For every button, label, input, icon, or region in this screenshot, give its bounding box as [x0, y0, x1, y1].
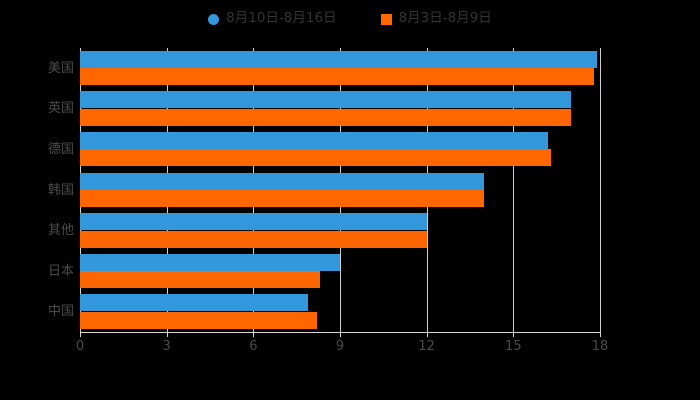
y-axis-tick-label: 英国 — [47, 101, 74, 117]
bar[interactable] — [80, 172, 485, 190]
legend-label: 8月3日-8月9日 — [398, 10, 492, 27]
y-axis-tick-labels: 美国英国德国韩国其他日本中国 — [0, 48, 74, 332]
x-axis-tick-label: 6 — [249, 339, 258, 354]
x-axis-tick-label: 0 — [75, 339, 85, 354]
y-axis-tick-label: 美国 — [47, 60, 74, 76]
x-axis-tick-label: 18 — [591, 339, 609, 354]
y-axis-tick-label: 韩国 — [47, 182, 74, 198]
x-axis-tick-label: 15 — [505, 339, 522, 354]
bar-group — [80, 129, 600, 170]
y-axis-tick-label: 德国 — [47, 141, 74, 157]
bar-group — [80, 251, 600, 292]
gridline — [600, 48, 601, 332]
x-axis-tick-label: 12 — [418, 339, 435, 354]
bar[interactable] — [80, 230, 427, 248]
bar[interactable] — [80, 311, 317, 329]
legend-marker-circle-icon — [208, 13, 220, 25]
legend-entry[interactable]: 8月3日-8月9日 — [380, 10, 492, 27]
legend-entry[interactable]: 8月10日-8月16日 — [208, 10, 337, 27]
legend-marker-square-icon — [380, 13, 392, 25]
y-axis-tick-label: 其他 — [47, 223, 74, 239]
bar[interactable] — [80, 190, 485, 207]
x-axis-tick-mark — [600, 332, 601, 337]
chart-legend: 8月10日-8月16日 8月3日-8月9日 — [0, 9, 700, 29]
bar[interactable] — [80, 131, 548, 149]
bar[interactable] — [80, 294, 309, 312]
bar[interactable] — [80, 253, 340, 271]
bar-group — [80, 48, 600, 89]
x-axis-tick-mark — [340, 332, 341, 337]
bar[interactable] — [80, 108, 572, 126]
x-axis-tick-mark — [513, 332, 515, 337]
legend-label: 8月10日-8月16日 — [226, 10, 337, 27]
bar[interactable] — [80, 68, 595, 86]
bar[interactable] — [80, 271, 320, 289]
x-axis-tick-mark — [426, 332, 428, 337]
x-axis-tick-label: 9 — [335, 339, 345, 354]
gridline — [513, 48, 515, 332]
bar[interactable] — [80, 149, 551, 167]
x-axis-tick-labels: 0 3 6 9 12 15 18 — [0, 340, 700, 358]
bar[interactable] — [80, 50, 598, 68]
bar[interactable] — [80, 91, 572, 109]
bar-group — [80, 210, 600, 251]
bar-group — [80, 291, 600, 332]
y-axis-tick-label: 中国 — [47, 304, 74, 320]
bar[interactable] — [80, 213, 427, 231]
x-axis-tick-mark — [166, 332, 168, 337]
bar-group — [80, 89, 600, 130]
bar-group — [80, 170, 600, 211]
x-axis-tick-mark — [80, 332, 81, 337]
y-axis-tick-label: 日本 — [47, 263, 74, 279]
plot-area — [80, 48, 601, 332]
x-axis-tick-mark — [253, 332, 255, 337]
x-axis-tick-label: 3 — [162, 339, 171, 354]
